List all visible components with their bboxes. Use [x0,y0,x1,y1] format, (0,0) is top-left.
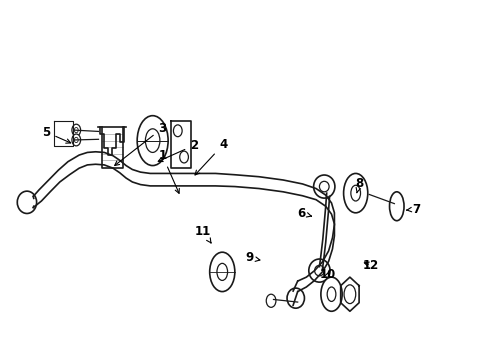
Text: 1: 1 [158,149,179,193]
Text: 8: 8 [355,177,363,193]
Ellipse shape [209,252,234,292]
Ellipse shape [72,134,81,146]
Text: 9: 9 [244,252,260,265]
Text: 2: 2 [158,139,198,162]
Ellipse shape [308,259,329,282]
Ellipse shape [313,175,334,198]
Ellipse shape [137,116,168,166]
Text: 7: 7 [406,203,420,216]
Ellipse shape [265,294,275,307]
Ellipse shape [320,277,342,311]
Ellipse shape [72,124,81,136]
Ellipse shape [389,192,403,221]
Text: 5: 5 [42,126,70,143]
Text: 6: 6 [297,207,311,220]
Text: 3: 3 [115,122,166,166]
Text: 4: 4 [195,138,227,175]
Text: 10: 10 [319,269,335,282]
Text: 11: 11 [194,225,211,243]
Text: 12: 12 [362,258,379,271]
Ellipse shape [343,174,367,213]
Ellipse shape [17,191,37,213]
Ellipse shape [286,288,304,308]
